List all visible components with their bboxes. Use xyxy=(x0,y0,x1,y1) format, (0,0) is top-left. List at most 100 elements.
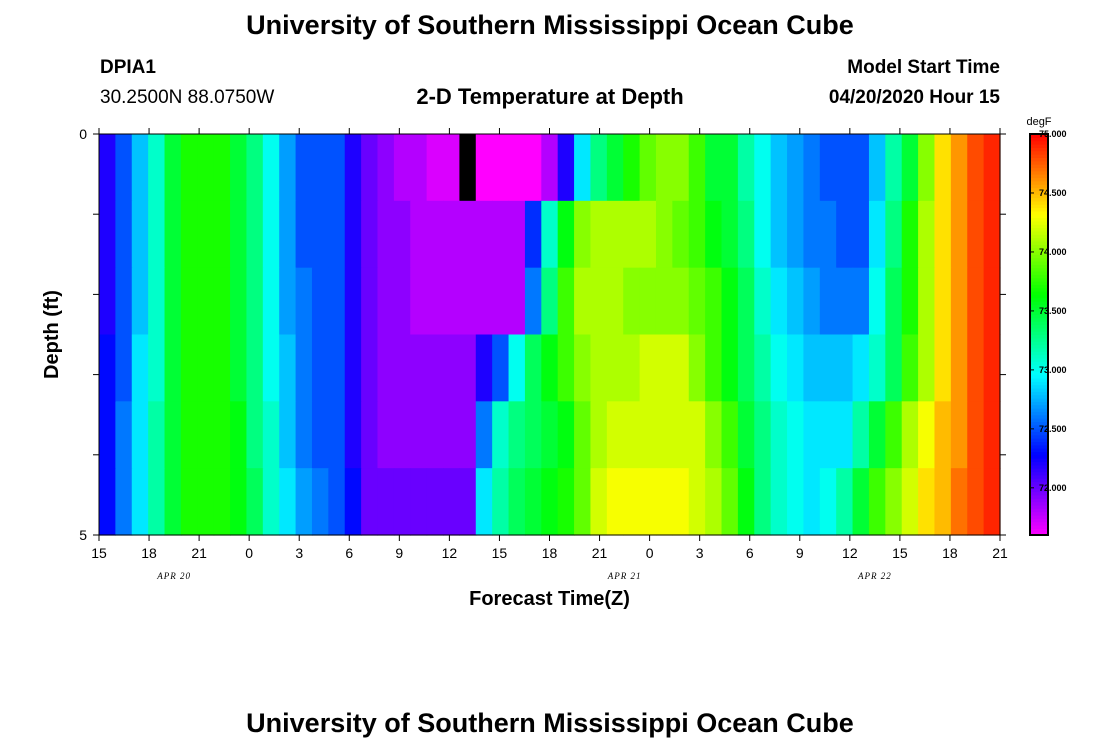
colorbar-swatch xyxy=(1030,344,1048,349)
colorbar-swatch xyxy=(1030,458,1048,463)
heatmap-cell xyxy=(393,468,411,536)
colorbar-swatch xyxy=(1030,381,1048,386)
heatmap-cell xyxy=(180,134,198,202)
heatmap-cell xyxy=(99,134,116,202)
heatmap-cell xyxy=(246,134,264,202)
heatmap-cell xyxy=(410,267,428,336)
heatmap-cell xyxy=(737,401,755,469)
colorbar-swatch xyxy=(1030,478,1048,483)
heatmap-cell-missing xyxy=(459,134,477,202)
colorbar-swatch xyxy=(1030,184,1048,189)
heatmap-cell xyxy=(705,134,723,202)
heatmap-cell xyxy=(885,334,903,402)
heatmap-cell xyxy=(524,334,542,402)
heatmap-cell xyxy=(344,401,362,469)
heatmap-cell xyxy=(344,134,362,202)
colorbar-swatch xyxy=(1030,321,1048,326)
heatmap-cell xyxy=(639,334,657,402)
heatmap-cell xyxy=(918,468,936,536)
heatmap-cell xyxy=(557,200,575,269)
heatmap-cell xyxy=(967,401,985,469)
heatmap-cell xyxy=(443,468,460,536)
heatmap-cell xyxy=(803,468,821,536)
heatmap-cell xyxy=(99,334,116,402)
colorbar-swatch xyxy=(1030,307,1048,312)
heatmap-cell xyxy=(426,200,444,269)
heatmap-cell xyxy=(131,401,149,469)
colorbar-swatch xyxy=(1030,354,1048,359)
heatmap-cell xyxy=(787,401,805,469)
date-label: APR 22 xyxy=(857,571,892,581)
colorbar-swatch xyxy=(1030,504,1048,509)
heatmap-cell xyxy=(344,267,362,336)
colorbar-swatch xyxy=(1030,287,1048,292)
heatmap-cell xyxy=(721,267,739,336)
heatmap-cell xyxy=(590,334,608,402)
heatmap-cell xyxy=(459,200,477,269)
heatmap-cell xyxy=(230,401,248,469)
heatmap-cell xyxy=(492,468,510,536)
colorbar-swatch xyxy=(1030,281,1048,285)
colorbar-swatch xyxy=(1030,361,1048,366)
heatmap-cell xyxy=(311,468,329,536)
x-tick-label: 21 xyxy=(592,545,608,561)
colorbar-swatch xyxy=(1030,250,1048,255)
heatmap-cell xyxy=(377,401,395,469)
x-tick-label: 0 xyxy=(646,545,654,561)
heatmap-cell xyxy=(541,134,559,202)
heatmap-cell xyxy=(492,401,510,469)
heatmap-cell xyxy=(180,200,198,269)
colorbar-swatch xyxy=(1030,194,1048,199)
heatmap-cell xyxy=(819,468,837,536)
heatmap-cell xyxy=(213,200,231,269)
x-tick-label: 18 xyxy=(942,545,958,561)
y-tick-label: 5 xyxy=(79,527,87,543)
heatmap-cell xyxy=(950,267,968,336)
heatmap-cell xyxy=(770,134,788,202)
heatmap-cell xyxy=(983,134,1001,202)
heatmap-cell xyxy=(737,334,755,402)
heatmap-cell xyxy=(967,334,985,402)
heatmap-cell xyxy=(115,401,133,469)
colorbar-swatch xyxy=(1030,451,1048,456)
colorbar-swatch xyxy=(1030,448,1048,453)
colorbar-swatch xyxy=(1030,217,1048,222)
heatmap-cell xyxy=(574,267,592,336)
colorbar-swatch xyxy=(1030,488,1048,493)
heatmap-cell xyxy=(164,334,182,402)
colorbar-swatch xyxy=(1030,170,1048,175)
colorbar-swatch xyxy=(1030,408,1048,412)
colorbar-swatch xyxy=(1030,230,1048,235)
heatmap-cell xyxy=(262,267,280,336)
heatmap-cell xyxy=(606,200,624,269)
heatmap-cell xyxy=(950,134,968,202)
heatmap-cell xyxy=(443,267,460,336)
heatmap-cell xyxy=(721,134,739,202)
heatmap-cell xyxy=(901,267,919,336)
heatmap-cell xyxy=(705,468,723,536)
colorbar-swatch xyxy=(1030,291,1048,295)
heatmap-cell xyxy=(508,200,526,269)
heatmap-cell xyxy=(361,134,379,202)
heatmap-cell xyxy=(99,468,116,536)
x-tick-label: 12 xyxy=(442,545,458,561)
heatmap-cell xyxy=(246,401,264,469)
heatmap-cell xyxy=(606,401,624,469)
colorbar-swatch xyxy=(1030,521,1048,526)
colorbar: 72.000 72.500 73.000 73.500 74.000 74.500 75.0… xyxy=(1026,116,1067,536)
x-tick-label: 6 xyxy=(345,545,353,561)
colorbar-swatch xyxy=(1030,227,1048,232)
heatmap-cell xyxy=(606,267,624,336)
heatmap-cell xyxy=(213,334,231,402)
heatmap-cell xyxy=(770,401,788,469)
heatmap-cell xyxy=(852,468,870,536)
heatmap-cell xyxy=(885,401,903,469)
colorbar-swatch xyxy=(1030,374,1048,379)
heatmap-cell xyxy=(164,134,182,202)
heatmap-cell xyxy=(819,267,837,336)
heatmap-cell xyxy=(524,200,542,269)
heatmap-cell xyxy=(508,401,526,469)
colorbar-tick-label: 72.500 xyxy=(1039,424,1067,434)
heatmap-cell xyxy=(836,468,854,536)
